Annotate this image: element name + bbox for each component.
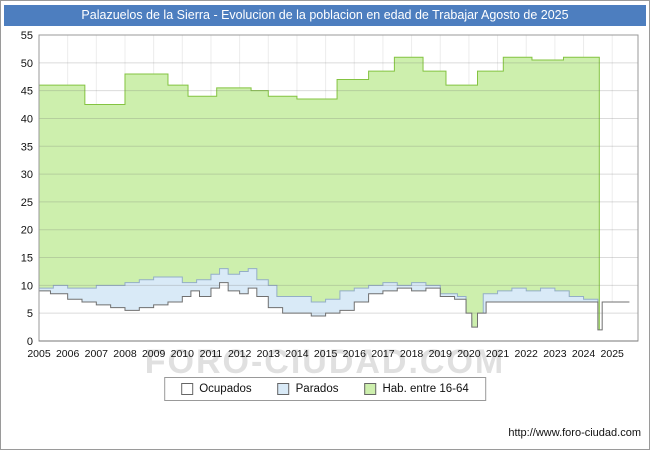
legend-label-hab-16-64: Hab. entre 16-64: [382, 383, 469, 395]
y-tick-label: 20: [21, 225, 33, 237]
x-tick-label: 2022: [515, 348, 539, 360]
y-tick-label: 15: [21, 253, 33, 265]
legend-item-parados: Parados: [277, 383, 339, 395]
x-tick-label: 2005: [27, 348, 51, 360]
horizontal-gridlines: [38, 34, 639, 342]
x-tick-label: 2025: [601, 348, 625, 360]
y-tick-label: 50: [21, 58, 33, 70]
x-tick-label: 2010: [171, 348, 195, 360]
x-tick-label: 2009: [142, 348, 166, 360]
legend-label-ocupados: Ocupados: [199, 383, 252, 395]
line-Ocupados: [39, 282, 630, 331]
legend-swatch-ocupados: [181, 383, 194, 395]
line-Parados: [39, 268, 599, 339]
footer-url: http://www.foro-ciudad.com: [508, 427, 641, 439]
y-tick-label: 45: [21, 86, 33, 98]
y-tick-label: 35: [21, 141, 33, 153]
x-tick-label: 2019: [429, 348, 453, 360]
x-tick-label: 2008: [113, 348, 137, 360]
y-tick-label: 40: [21, 113, 33, 125]
x-tick-label: 2021: [486, 348, 510, 360]
legend: Ocupados Parados Hab. entre 16-64: [164, 377, 486, 401]
x-tick-label: 2020: [457, 348, 481, 360]
x-tick-label: 2018: [400, 348, 424, 360]
x-tick-label: 2016: [343, 348, 367, 360]
x-tick-label: 2023: [543, 348, 567, 360]
y-tick-label: 0: [27, 336, 33, 348]
x-tick-label: 2015: [314, 348, 338, 360]
x-tick-label: 2017: [371, 348, 395, 360]
area-Ocupados: [39, 282, 630, 341]
y-tick-label: 30: [21, 169, 33, 181]
legend-label-parados: Parados: [295, 383, 339, 395]
x-tick-label: 2007: [85, 348, 109, 360]
area-Hab. entre 16-64: [39, 57, 600, 341]
page-title: Palazuelos de la Sierra - Evolucion de l…: [4, 5, 646, 26]
y-tick-label: 25: [21, 197, 33, 209]
y-tick-label: 5: [27, 308, 33, 320]
y-tick-label: 55: [21, 30, 33, 42]
legend-swatch-parados: [277, 383, 290, 395]
x-tick-label: 2011: [200, 348, 223, 360]
y-tick-label: 10: [21, 280, 33, 292]
area-series: [39, 56, 630, 341]
x-tick-label: 2024: [572, 348, 596, 360]
line-Hab. entre 16-64: [39, 56, 600, 341]
x-tick-label: 2006: [56, 348, 80, 360]
watermark: FORO-CIUDAD.COM: [144, 343, 506, 381]
x-tick-label: 2013: [257, 348, 281, 360]
x-tick-label: 2012: [228, 348, 252, 360]
legend-item-ocupados: Ocupados: [181, 383, 252, 395]
legend-item-hab-16-64: Hab. entre 16-64: [364, 383, 469, 395]
legend-swatch-hab-16-64: [364, 383, 377, 395]
x-tick-label: 2014: [285, 348, 309, 360]
